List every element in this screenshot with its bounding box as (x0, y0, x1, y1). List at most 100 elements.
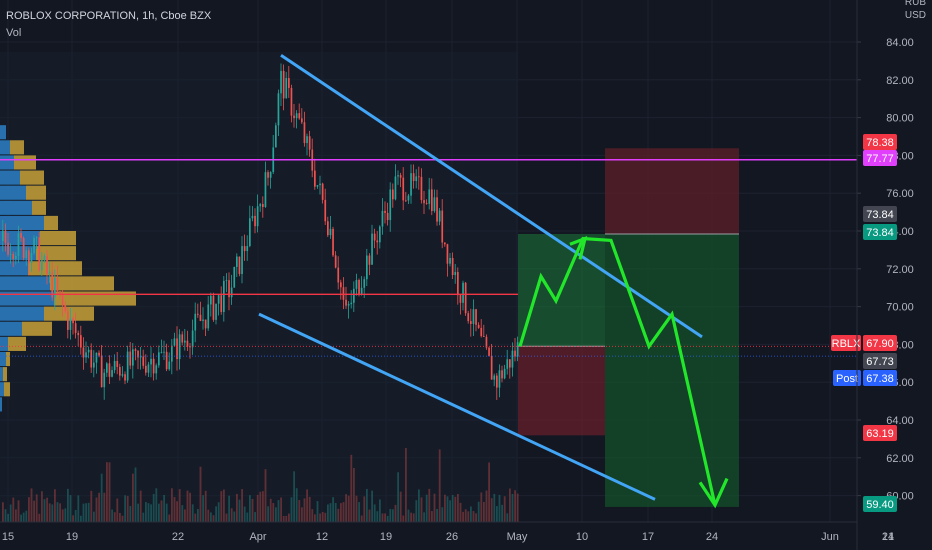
candle-body (259, 204, 262, 207)
volume-bar (74, 509, 77, 522)
volume-bars (2, 448, 519, 522)
candle-body (212, 295, 215, 320)
x-tick-label: 24 (706, 531, 718, 543)
candle-body (147, 364, 150, 373)
candle-body (41, 260, 43, 271)
volume-bar (67, 488, 69, 522)
candle-body (119, 367, 121, 376)
y-tick-label: 72.00 (886, 264, 914, 276)
volume-bar (431, 511, 433, 522)
candle-body (132, 349, 134, 366)
candle-body (121, 374, 124, 376)
volume-bar (399, 491, 402, 522)
profile-down-bar (40, 231, 76, 246)
volume-bar (337, 508, 340, 522)
forecast-path[interactable] (518, 235, 729, 509)
candle-body (72, 318, 74, 324)
candle-body (160, 352, 163, 353)
candle-body (295, 113, 298, 119)
volume-bar (56, 502, 59, 522)
candle-body (51, 271, 54, 298)
candle-body (155, 365, 158, 374)
candle-body (262, 204, 264, 207)
volume-bar (25, 510, 28, 522)
volume-bar (384, 513, 386, 522)
volume-bar (379, 499, 381, 522)
candle-body (233, 266, 236, 288)
profile-up-bar (0, 351, 6, 367)
candle-body (397, 175, 399, 177)
candle-body (353, 288, 355, 303)
x-tick-label: May (507, 531, 528, 543)
volume-bar (147, 503, 150, 522)
candle-body (137, 350, 139, 358)
forecast-arrowhead-down (698, 477, 729, 509)
profile-up-bar (0, 170, 20, 185)
candle-body (483, 336, 485, 337)
volume-bar (353, 468, 355, 522)
candle-body (345, 299, 347, 306)
candle-body (490, 356, 493, 380)
profile-down-bar (20, 170, 44, 185)
volume-bar (480, 492, 483, 522)
candle-body (308, 136, 311, 150)
candle-body (7, 242, 9, 255)
price-badge (863, 353, 897, 369)
candle-body (64, 305, 67, 312)
candle-body (100, 355, 103, 388)
volume-bar (85, 503, 87, 522)
candle-body (142, 356, 145, 366)
candle-body (347, 304, 350, 306)
forecast-line (518, 236, 717, 506)
volume-bar (4, 509, 7, 522)
candle-body (342, 287, 345, 300)
volume-bar (82, 503, 85, 522)
candle-body (69, 318, 72, 330)
volume-bar (7, 513, 9, 522)
volume-bar (412, 513, 415, 522)
candle-body (207, 304, 210, 329)
currency-label[interactable]: USD (904, 10, 926, 21)
candle-body (381, 210, 384, 227)
volume-bar (17, 500, 20, 522)
price-axis[interactable]: 60.0062.0064.0066.0068.0070.0072.0074.00… (831, 0, 932, 550)
y-tick-label: 62.00 (886, 453, 914, 465)
volume-bar (280, 497, 282, 522)
candle-body (394, 176, 397, 200)
volume-bar (438, 449, 441, 522)
candle-body (363, 279, 366, 288)
candle-body (189, 346, 191, 348)
candle-body (493, 375, 496, 380)
profile-down-bar (32, 200, 46, 215)
candle-body (61, 294, 64, 306)
volume-bar (225, 513, 228, 522)
candle-body (376, 240, 379, 243)
volume-bar (191, 504, 194, 522)
profile-down-bar (4, 382, 10, 397)
candle-body (210, 295, 212, 305)
candle-body (20, 233, 22, 238)
profile-up-bar (0, 200, 32, 215)
position-zones[interactable] (518, 148, 739, 507)
candle-body (386, 212, 389, 221)
horizontal-levels[interactable] (0, 159, 857, 357)
candle-body (236, 256, 238, 267)
candle-body (410, 173, 412, 196)
volume-bar (217, 502, 220, 522)
volume-bar (428, 488, 431, 522)
volume-bar (501, 504, 503, 522)
candle-body (454, 272, 457, 276)
trendlines[interactable] (258, 53, 703, 501)
volume-bar (490, 498, 493, 522)
volume-bar (402, 515, 405, 522)
candle-body (165, 351, 168, 370)
candle-body (267, 172, 269, 178)
volume-bar (202, 495, 204, 522)
volume-bar (485, 490, 488, 522)
volume-bar (152, 493, 155, 522)
volume-indicator-label[interactable]: Vol (6, 27, 22, 39)
volume-bar (176, 501, 178, 522)
